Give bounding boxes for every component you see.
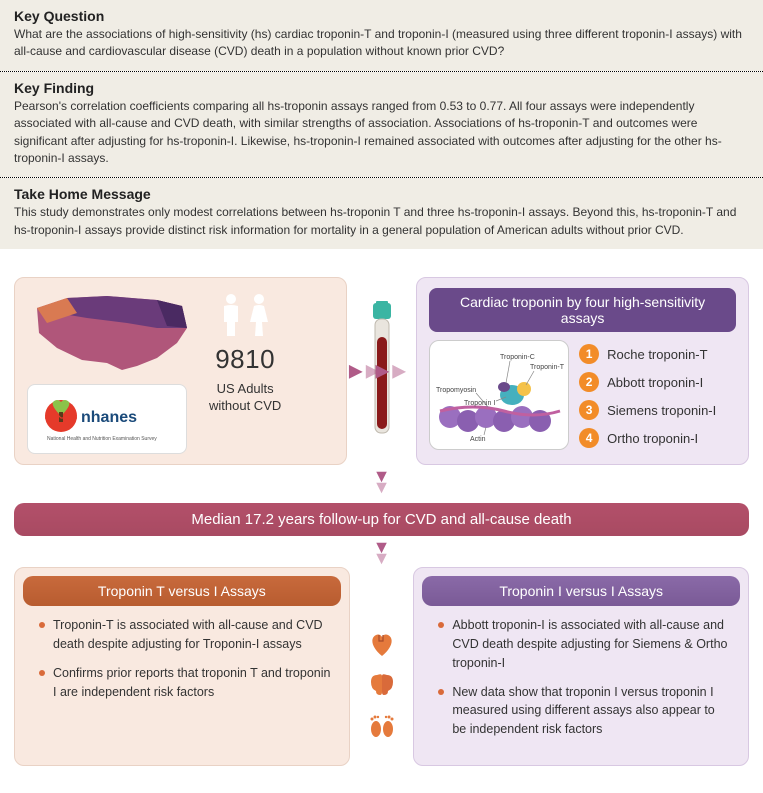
cohort-panel: nhanes National Health and Nutrition Exa… [14,277,347,465]
result-panel-left: Troponin T versus I Assays Troponin-T is… [14,567,350,766]
bottom-row: Troponin T versus I Assays Troponin-T is… [14,567,749,766]
result-bullet: Abbott troponin-I is associated with all… [438,616,732,672]
assay-row: 2 Abbott troponin-I [579,372,716,392]
cohort-label-line1: US Adults [217,381,274,396]
assay-label: Siemens troponin-I [607,403,716,418]
result-header-left: Troponin T versus I Assays [23,576,341,606]
label-troponin-c: Troponin-C [500,354,535,361]
assay-number: 3 [579,400,599,420]
key-finding-text: Pearson's correlation coefficients compa… [14,98,749,168]
svg-text:National Health and Nutrition: National Health and Nutrition Examinatio… [47,436,157,442]
assay-number: 1 [579,344,599,364]
label-tropomyosin: Tropomyosin [436,387,476,394]
assays-panel: Cardiac troponin by four high-sensitivit… [416,277,749,465]
arrow-down-icon: ▼▼ [14,542,749,564]
assays-list: 1 Roche troponin-T 2 Abbott troponin-I 3 Si… [579,340,716,448]
cohort-count: 9810 [215,344,275,375]
key-question-text: What are the associations of high-sensit… [14,26,749,61]
take-home-text: This study demonstrates only modest corr… [14,204,749,239]
outcome-icons [358,567,406,766]
assay-row: 4 Ortho troponin-I [579,428,716,448]
infographic-container: nhanes National Health and Nutrition Exa… [0,249,763,784]
result-bullet: Confirms prior reports that troponin T a… [39,664,333,702]
assay-label: Ortho troponin-I [607,431,698,446]
cohort-label: US Adults without CVD [209,381,281,415]
take-home-section: Take Home Message This study demonstrate… [0,178,763,249]
svg-text:nhanes: nhanes [81,409,137,426]
heart-icon [367,629,397,659]
cohort-label-line2: without CVD [209,398,281,413]
nhanes-logo-card: nhanes National Health and Nutrition Exa… [27,384,187,454]
label-troponin-t: Troponin-T [530,364,564,371]
arrow-right-icon: ▶▶ [375,361,406,382]
take-home-title: Take Home Message [14,186,749,202]
assays-header: Cardiac troponin by four high-sensitivit… [429,288,736,332]
result-bullet: New data show that troponin I versus tro… [438,683,732,739]
protein-diagram: Troponin-C Troponin-T Tropomyosin Tropon… [429,340,569,450]
assay-row: 1 Roche troponin-T [579,344,716,364]
key-finding-title: Key Finding [14,80,749,96]
people-icon [218,292,272,338]
assay-number: 2 [579,372,599,392]
result-panel-right: Troponin I versus I Assays Abbott tropon… [413,567,749,766]
assay-label: Abbott troponin-I [607,375,703,390]
result-header-right: Troponin I versus I Assays [422,576,740,606]
result-bullet: Troponin-T is associated with all-cause … [39,616,333,654]
feet-icon [367,709,397,739]
key-finding-section: Key Finding Pearson's correlation coeffi… [0,72,763,178]
assay-number: 4 [579,428,599,448]
usa-map-icon [27,288,197,378]
median-followup-bar: Median 17.2 years follow-up for CVD and … [14,503,749,536]
assay-label: Roche troponin-T [607,347,707,362]
assay-row: 3 Siemens troponin-I [579,400,716,420]
top-row: nhanes National Health and Nutrition Exa… [14,277,749,465]
key-question-section: Key Question What are the associations o… [0,0,763,71]
arrow-down-icon: ▼▼ [14,471,749,493]
key-question-title: Key Question [14,8,749,24]
label-troponin-i: Troponin I [464,400,495,407]
vial-column: ▶▶ ▶▶ [359,277,404,465]
label-actin: Actin [470,436,486,443]
brain-icon [367,669,397,699]
